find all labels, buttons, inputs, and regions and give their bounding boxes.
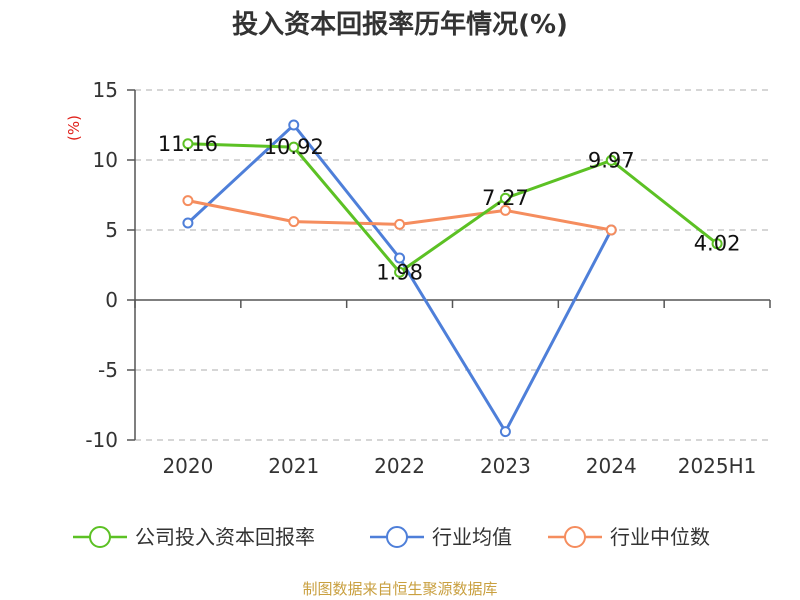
data-label: 7.27 bbox=[482, 186, 529, 210]
data-point bbox=[182, 195, 194, 207]
data-labels: 11.16 10.92 1.98 7.27 9.97 4.02 bbox=[158, 132, 741, 285]
x-tick-label: 2025H1 bbox=[678, 454, 757, 478]
data-point bbox=[394, 218, 406, 230]
y-tick-label: -10 bbox=[85, 428, 118, 452]
y-tick-label: 0 bbox=[105, 288, 118, 312]
source-note: 制图数据来自恒生聚源数据库 bbox=[302, 580, 497, 598]
legend-item: 行业均值 bbox=[370, 525, 512, 549]
legend-label: 公司投入资本回报率 bbox=[135, 525, 315, 549]
y-tick-label: 5 bbox=[105, 218, 118, 242]
series-lines bbox=[182, 119, 723, 438]
data-point bbox=[182, 138, 194, 150]
legend-item: 行业中位数 bbox=[548, 525, 710, 549]
data-label: 10.92 bbox=[264, 135, 324, 159]
data-point bbox=[394, 252, 406, 264]
axes: 15 10 5 0 -5 -10 2020 2021 2022 2023 2024 2025H1 bbox=[85, 78, 771, 478]
data-label: 9.97 bbox=[588, 148, 635, 172]
y-tick-label: 10 bbox=[93, 148, 118, 172]
legend-label: 行业均值 bbox=[432, 525, 512, 549]
data-point bbox=[288, 141, 300, 153]
x-tick-label: 2024 bbox=[586, 454, 637, 478]
legend-marker bbox=[386, 526, 408, 548]
grid-lines bbox=[135, 89, 770, 441]
y-tick-label: 15 bbox=[93, 78, 118, 102]
y-tick-label: -5 bbox=[98, 358, 118, 382]
chart-title: 投入资本回报率历年情况(%) bbox=[232, 9, 568, 40]
data-point bbox=[711, 238, 723, 250]
data-point bbox=[499, 426, 511, 438]
y-axis-unit: (%) bbox=[65, 115, 83, 141]
data-point bbox=[499, 192, 511, 204]
data-label: 11.16 bbox=[158, 132, 218, 156]
legend-marker bbox=[564, 526, 586, 548]
data-point bbox=[499, 204, 511, 216]
legend-item: 公司投入资本回报率 bbox=[73, 525, 315, 549]
x-tick-label: 2023 bbox=[480, 454, 531, 478]
x-tick-label: 2021 bbox=[268, 454, 319, 478]
data-point bbox=[288, 119, 300, 131]
data-point bbox=[605, 154, 617, 166]
x-tick-label: 2020 bbox=[162, 454, 213, 478]
data-point bbox=[394, 266, 406, 278]
legend-label: 行业中位数 bbox=[610, 525, 710, 549]
data-point bbox=[288, 216, 300, 228]
data-label: 1.98 bbox=[376, 260, 423, 284]
data-point bbox=[605, 224, 617, 236]
legend: 公司投入资本回报率 行业均值 行业中位数 bbox=[73, 525, 710, 549]
series-line bbox=[187, 142, 719, 274]
data-label: 4.02 bbox=[694, 232, 741, 256]
data-point bbox=[182, 217, 194, 229]
legend-marker bbox=[89, 526, 111, 548]
x-tick-label: 2022 bbox=[374, 454, 425, 478]
